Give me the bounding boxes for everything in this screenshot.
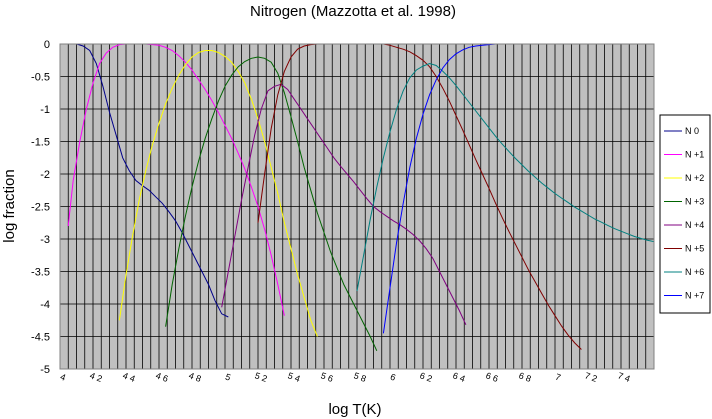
legend-label: N +5 xyxy=(685,244,704,254)
series-line-n-3 xyxy=(165,56,378,352)
series-line-n-2 xyxy=(118,50,318,337)
x-tick-label: 4 xyxy=(59,372,67,383)
x-tick-label: 7 xyxy=(554,372,562,383)
y-tick-label: -1.5 xyxy=(31,137,50,149)
y-tick-label: -1 xyxy=(40,104,50,116)
y-tick-label: -3.5 xyxy=(31,267,50,279)
chart-title: Nitrogen (Mazzotta et al. 1998) xyxy=(250,3,456,20)
x-tick-label: 6 xyxy=(389,372,397,383)
legend-label: N +7 xyxy=(685,291,704,301)
legend-box xyxy=(659,114,711,314)
horizontal-gridlines xyxy=(60,76,654,337)
x-tick-label: 5 xyxy=(224,372,232,383)
y-tick-label: -4 xyxy=(40,299,50,311)
legend-label: N 0 xyxy=(685,126,699,136)
x-tick-label: 5 6 xyxy=(319,370,334,384)
y-axis-label: log fraction xyxy=(1,169,18,242)
x-tick-label: 6 8 xyxy=(517,370,532,384)
x-tick-label: 5 2 xyxy=(253,370,268,384)
series-line-n-0 xyxy=(69,43,229,318)
legend: N 0 N +1 N +2 N +3 N +4 N +5 N +6 N +7 xyxy=(659,114,711,314)
x-tick-label: 7 4 xyxy=(616,370,631,384)
y-axis-ticks: 0 -0.5 -1 -1.5 -2 -2.5 -3 -3.5 -4 -4.5 -5 xyxy=(31,39,50,376)
x-axis-ticks: 4 4 2 4 4 4 6 4 8 5 5 2 5 4 5 6 5 8 6 6 2 6 4 6 6 6 8 7… xyxy=(59,370,632,384)
y-tick-label: -5 xyxy=(40,364,50,376)
legend-label: N +6 xyxy=(685,267,704,277)
legend-label: N +3 xyxy=(685,197,704,207)
x-tick-label: 6 6 xyxy=(484,370,499,384)
legend-label: N +2 xyxy=(685,173,704,183)
legend-label: N +4 xyxy=(685,220,704,230)
x-tick-label: 5 4 xyxy=(286,370,301,384)
x-axis-label: log T(K) xyxy=(328,401,381,418)
series-line-n-6 xyxy=(356,62,655,292)
x-tick-label: 6 2 xyxy=(418,370,433,384)
y-tick-label: -2.5 xyxy=(31,202,50,214)
y-tick-label: -0.5 xyxy=(31,72,50,84)
x-tick-label: 5 8 xyxy=(352,370,367,384)
legend-label: N +1 xyxy=(685,150,704,160)
y-tick-label: -2 xyxy=(40,169,50,181)
x-tick-label: 4 6 xyxy=(154,370,169,384)
x-tick-label: 4 4 xyxy=(121,370,136,384)
x-tick-label: 7 2 xyxy=(583,370,598,384)
y-tick-label: 0 xyxy=(44,39,50,51)
series-line-n-4 xyxy=(221,83,467,326)
x-tick-label: 4 8 xyxy=(187,370,202,384)
plot-area xyxy=(59,43,655,370)
series-line-n-1 xyxy=(67,43,285,316)
x-tick-label: 6 4 xyxy=(451,370,466,384)
y-tick-label: -3 xyxy=(40,234,50,246)
x-tick-label: 4 2 xyxy=(88,370,103,384)
y-tick-label: -4.5 xyxy=(31,332,50,344)
